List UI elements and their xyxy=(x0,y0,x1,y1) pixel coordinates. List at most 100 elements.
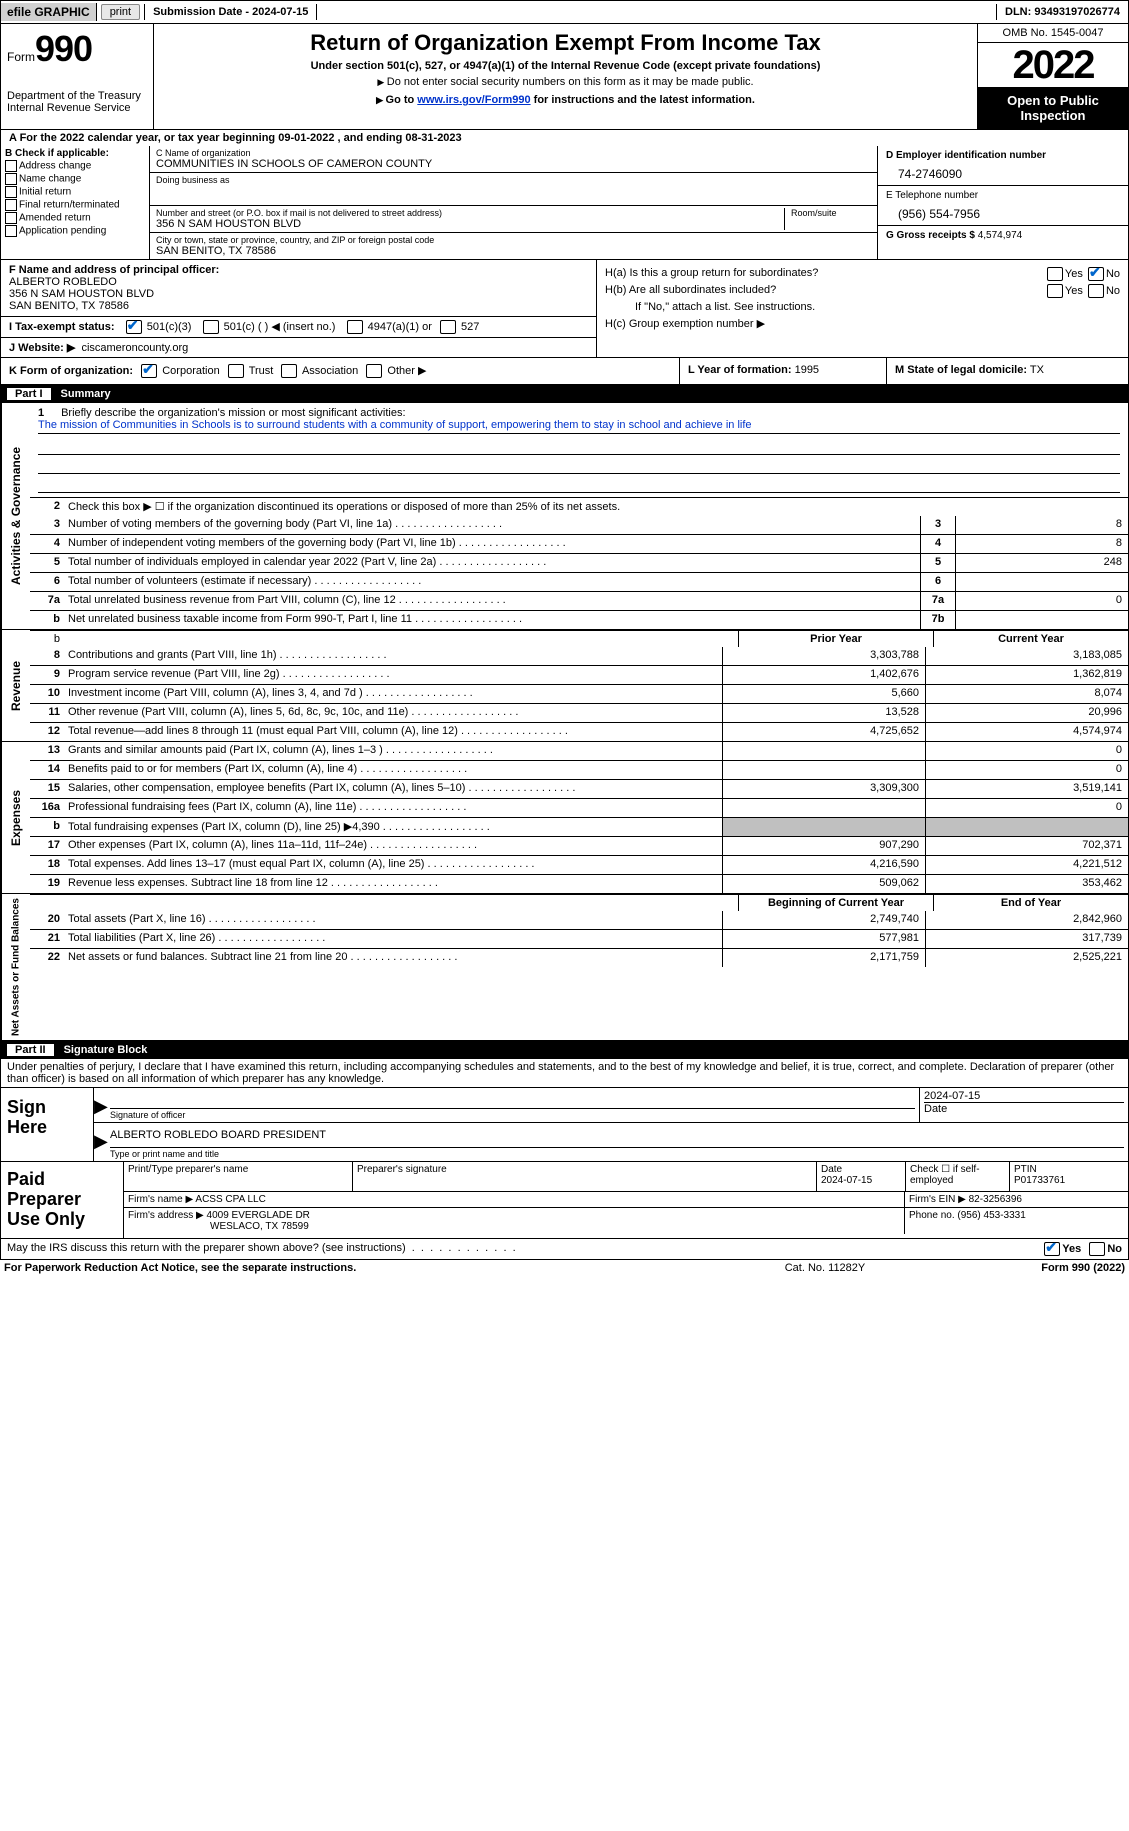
data-line: 9 Program service revenue (Part VIII, li… xyxy=(30,665,1128,684)
hb-no-checkbox[interactable] xyxy=(1088,284,1104,298)
prior-val: 3,303,788 xyxy=(722,647,925,665)
line-num: 3 xyxy=(30,516,64,534)
line-desc: Total unrelated business revenue from Pa… xyxy=(64,592,920,610)
begin-year-hdr: Beginning of Current Year xyxy=(738,895,933,911)
prior-val: 3,309,300 xyxy=(722,780,925,798)
data-line: b Total fundraising expenses (Part IX, c… xyxy=(30,817,1128,836)
officer-name: ALBERTO ROBLEDO xyxy=(9,276,117,288)
b-opt-text: Initial return xyxy=(19,187,71,198)
section-j: J Website: ▶ ciscameroncounty.org xyxy=(1,337,596,357)
officer-typed-name: ALBERTO ROBLEDO BOARD PRESIDENT xyxy=(110,1125,1124,1148)
hb-label: H(b) Are all subordinates included? xyxy=(605,284,1045,298)
hb-yes-checkbox[interactable] xyxy=(1047,284,1063,298)
activities-section: Activities & Governance 1 Briefly descri… xyxy=(0,403,1129,630)
j-label: J Website: ▶ xyxy=(9,342,75,354)
room-label: Room/suite xyxy=(791,208,871,218)
current-val: 317,739 xyxy=(925,930,1128,948)
b-opt: Application pending xyxy=(5,225,145,237)
m-label: M State of legal domicile: xyxy=(895,364,1027,376)
website-url[interactable]: ciscameroncounty.org xyxy=(81,342,188,354)
addr-label: Number and street (or P.O. box if mail i… xyxy=(156,208,778,218)
line-box: 7a xyxy=(920,592,955,610)
b-opt-text: Address change xyxy=(19,161,91,172)
goto-pre: Go to xyxy=(376,94,417,106)
mission-text: The mission of Communities in Schools is… xyxy=(38,419,1120,434)
firm-ein-label: Firm's EIN ▶ xyxy=(909,1194,966,1205)
prior-val xyxy=(722,742,925,760)
irs-link[interactable]: www.irs.gov/Form990 xyxy=(417,94,530,106)
part1-num: Part I xyxy=(7,388,51,400)
arrow-icon: ▶ xyxy=(94,1088,106,1122)
prior-year-hdr: Prior Year xyxy=(738,631,933,647)
k-other-checkbox[interactable] xyxy=(366,364,382,378)
ha-no-checkbox[interactable] xyxy=(1088,267,1104,281)
prior-val: 577,981 xyxy=(722,930,925,948)
k-corp-checkbox[interactable] xyxy=(141,364,157,378)
current-val: 0 xyxy=(925,761,1128,779)
data-line: 18 Total expenses. Add lines 13–17 (must… xyxy=(30,855,1128,874)
checkbox-icon[interactable] xyxy=(5,199,17,211)
line-desc: Number of independent voting members of … xyxy=(64,535,920,553)
dba-label: Doing business as xyxy=(156,175,871,185)
checkbox-icon[interactable] xyxy=(5,186,17,198)
prep-name xyxy=(128,1175,348,1189)
checkbox-icon[interactable] xyxy=(5,160,17,172)
year-formation: 1995 xyxy=(795,364,819,376)
k-trust-checkbox[interactable] xyxy=(228,364,244,378)
fghij-block: F Name and address of principal officer:… xyxy=(0,260,1129,358)
no-label: No xyxy=(1107,1243,1122,1255)
may-irs-yes-checkbox[interactable] xyxy=(1044,1242,1060,1256)
footer-row: For Paperwork Reduction Act Notice, see … xyxy=(0,1260,1129,1276)
f-label: F Name and address of principal officer: xyxy=(9,264,219,276)
may-irs-no-checkbox[interactable] xyxy=(1089,1242,1105,1256)
k-assoc-checkbox[interactable] xyxy=(281,364,297,378)
footer-left: For Paperwork Reduction Act Notice, see … xyxy=(4,1262,725,1274)
l1-num: 1 xyxy=(38,407,58,419)
line-num: 10 xyxy=(30,685,64,703)
paid-prep-label: Paid Preparer Use Only xyxy=(1,1162,123,1237)
line-num: 17 xyxy=(30,837,64,855)
footer-cat: Cat. No. 11282Y xyxy=(725,1262,925,1274)
summary-line: 6 Total number of volunteers (estimate i… xyxy=(30,572,1128,591)
line-desc: Total liabilities (Part X, line 26) xyxy=(64,930,722,948)
officer-sig-line[interactable] xyxy=(110,1090,915,1109)
print-button[interactable]: print xyxy=(101,4,140,20)
section-c: C Name of organization COMMUNITIES IN SC… xyxy=(150,146,877,259)
form-title: Return of Organization Exempt From Incom… xyxy=(164,30,967,56)
e-label: E Telephone number xyxy=(886,190,1120,201)
checkbox-527[interactable] xyxy=(440,320,456,334)
line-val xyxy=(955,611,1128,629)
checkbox-icon[interactable] xyxy=(5,212,17,224)
penalty-text: Under penalties of perjury, I declare th… xyxy=(1,1059,1128,1087)
line-desc: Salaries, other compensation, employee b… xyxy=(64,780,722,798)
current-val: 2,842,960 xyxy=(925,911,1128,929)
line-desc: Grants and similar amounts paid (Part IX… xyxy=(64,742,722,760)
line-num: 18 xyxy=(30,856,64,874)
line-num: 14 xyxy=(30,761,64,779)
ha-yes-checkbox[interactable] xyxy=(1047,267,1063,281)
period-b: , and ending xyxy=(338,132,406,144)
firm-phone: (956) 453-3331 xyxy=(957,1210,1025,1221)
b-opt: Address change xyxy=(5,160,145,172)
checkbox-4947[interactable] xyxy=(347,320,363,334)
line-desc: Investment income (Part VIII, column (A)… xyxy=(64,685,722,703)
b-opt: Name change xyxy=(5,173,145,185)
checkbox-icon[interactable] xyxy=(5,173,17,185)
self-employed-check: Check ☐ if self-employed xyxy=(906,1162,1010,1191)
checkbox-icon[interactable] xyxy=(5,225,17,237)
omb-number: OMB No. 1545-0047 xyxy=(978,24,1128,43)
checkbox-501c3[interactable] xyxy=(126,320,142,334)
line-num: 6 xyxy=(30,573,64,591)
blank-line xyxy=(38,474,1120,493)
b-opt: Initial return xyxy=(5,186,145,198)
current-year-hdr: Current Year xyxy=(933,631,1128,647)
summary-line: 5 Total number of individuals employed i… xyxy=(30,553,1128,572)
checkbox-501c[interactable] xyxy=(203,320,219,334)
line-desc: Program service revenue (Part VIII, line… xyxy=(64,666,722,684)
ha-label: H(a) Is this a group return for subordin… xyxy=(605,267,1045,281)
period-begin: 09-01-2022 xyxy=(278,132,334,144)
line-desc: Total revenue—add lines 8 through 11 (mu… xyxy=(64,723,722,741)
prior-val: 13,528 xyxy=(722,704,925,722)
submission-date: Submission Date - 2024-07-15 xyxy=(144,4,317,20)
paid-preparer-row: Paid Preparer Use Only Print/Type prepar… xyxy=(1,1161,1128,1237)
